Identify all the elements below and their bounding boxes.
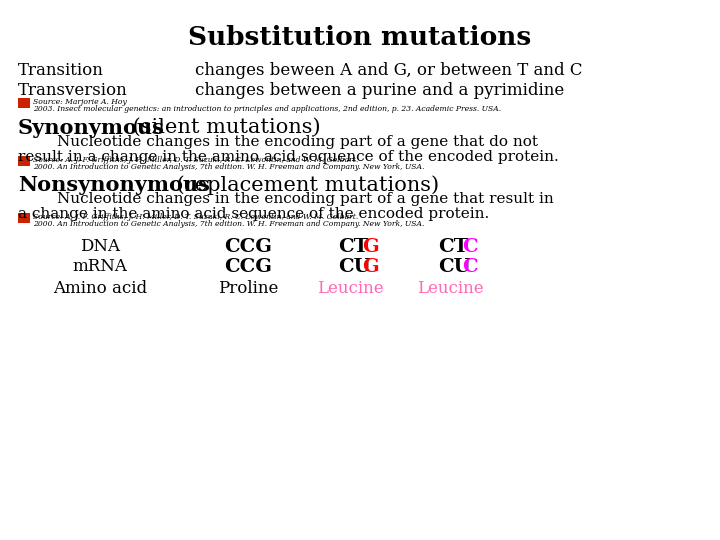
Text: Substitution mutations: Substitution mutations	[189, 25, 531, 50]
Text: Source: A. J. F. Griffiths, J. H. Miller, D. T. Suzuki, R. C. Lewontin, and W. M: Source: A. J. F. Griffiths, J. H. Miller…	[33, 213, 359, 221]
Text: Source: Marjorie A. Hoy: Source: Marjorie A. Hoy	[33, 98, 127, 106]
Text: Source: A. J. F. Griffiths, J. H. Miller, D. T. Suzuki, R. C. Lewontin, and W. M: Source: A. J. F. Griffiths, J. H. Miller…	[33, 156, 359, 164]
Text: a change in the amino acid sequence of the encoded protein.: a change in the amino acid sequence of t…	[18, 207, 490, 221]
Text: changes between a purine and a pyrimidine: changes between a purine and a pyrimidin…	[195, 82, 564, 99]
Text: G: G	[362, 238, 379, 256]
Text: Nucleotide changes in the encoding part of a gene that do not: Nucleotide changes in the encoding part …	[18, 135, 538, 149]
Text: Leucine: Leucine	[417, 280, 483, 297]
Text: Nonsynonymous: Nonsynonymous	[18, 175, 210, 195]
Text: G: G	[362, 258, 379, 276]
Text: 2003. Insect molecular genetics: an introduction to principles and applications,: 2003. Insect molecular genetics: an intr…	[33, 105, 501, 113]
Text: CT: CT	[338, 238, 368, 256]
Text: DNA: DNA	[80, 238, 120, 255]
Text: C: C	[462, 258, 477, 276]
Text: CU: CU	[438, 258, 470, 276]
Text: CT: CT	[438, 238, 468, 256]
Text: Transversion: Transversion	[18, 82, 127, 99]
Text: mRNA: mRNA	[73, 258, 127, 275]
Text: result in a change in the amino acid sequence of the encoded protein.: result in a change in the amino acid seq…	[18, 150, 559, 164]
Text: Transition: Transition	[18, 62, 104, 79]
Text: Synonymous: Synonymous	[18, 118, 165, 138]
Text: CCG: CCG	[224, 258, 272, 276]
Text: Amino acid: Amino acid	[53, 280, 147, 297]
Text: 2000. An Introduction to Genetic Analysis, 7th edition. W. H. Freeman and Compan: 2000. An Introduction to Genetic Analysi…	[33, 220, 424, 228]
Text: CU: CU	[338, 258, 371, 276]
Text: Nucleotide changes in the encoding part of a gene that result in: Nucleotide changes in the encoding part …	[18, 192, 554, 206]
Text: C: C	[462, 238, 477, 256]
Text: Proline: Proline	[218, 280, 278, 297]
Text: CCG: CCG	[224, 238, 272, 256]
Text: changes beween A and G, or between T and C: changes beween A and G, or between T and…	[195, 62, 582, 79]
Text: Leucine: Leucine	[317, 280, 383, 297]
Text: (silent mutations): (silent mutations)	[126, 118, 320, 137]
Text: (replacement mutations): (replacement mutations)	[170, 175, 439, 195]
Text: 2000. An Introduction to Genetic Analysis, 7th edition. W. H. Freeman and Compan: 2000. An Introduction to Genetic Analysi…	[33, 163, 424, 171]
